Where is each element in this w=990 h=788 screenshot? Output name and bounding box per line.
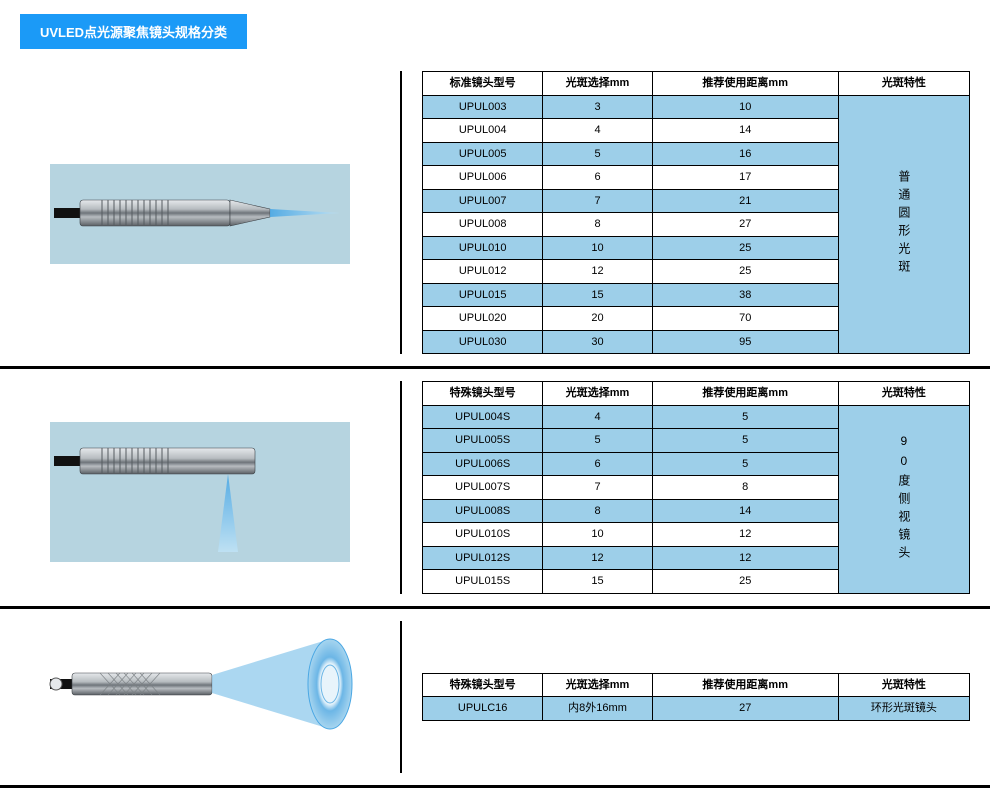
table-cell: UPUL030 [423,330,543,354]
col-header: 光斑选择mm [543,382,652,406]
table-cell: UPUL008 [423,213,543,237]
table-cell: UPUL020 [423,307,543,331]
table-cell: UPUL012S [423,546,543,570]
table-cell: 12 [543,260,652,284]
table-cell: 8 [543,213,652,237]
merged-characteristic: 普通圆形光斑 [838,95,969,354]
col-header: 光斑选择mm [543,72,652,96]
table-cell: UPULC16 [423,697,543,721]
table-row: UPUL004S4590度侧视镜头 [423,405,970,429]
table-cell: UPUL008S [423,499,543,523]
section-90deg-lens: 特殊镜头型号 光斑选择mm 推荐使用距离mm 光斑特性 UPUL004S4590… [0,369,990,609]
col-header: 光斑特性 [838,673,969,697]
merged-characteristic: 90度侧视镜头 [838,405,969,593]
table-cell: 27 [652,697,838,721]
table-cell: UPUL005S [423,429,543,453]
table-cell: 14 [652,119,838,143]
table-cell: 25 [652,570,838,594]
col-header: 光斑选择mm [543,673,652,697]
table-cell: 21 [652,189,838,213]
table-row: UPUL003310普通圆形光斑 [423,95,970,119]
table-cell: 10 [652,95,838,119]
table-cell: 5 [652,452,838,476]
col-header: 推荐使用距离mm [652,673,838,697]
table-cell: 7 [543,476,652,500]
col-header: 光斑特性 [838,382,969,406]
diagram-forward-cone [0,67,400,358]
table-cell: UPUL003 [423,95,543,119]
table-cell: 17 [652,166,838,190]
table-cell: UPUL007S [423,476,543,500]
table-cell: 4 [543,119,652,143]
table-cell: 16 [652,142,838,166]
table-90deg-lens: 特殊镜头型号 光斑选择mm 推荐使用距离mm 光斑特性 UPUL004S4590… [422,381,970,594]
table-cell: 8 [652,476,838,500]
table-cell: 70 [652,307,838,331]
table-cell: UPUL006 [423,166,543,190]
table-ring-lens: 特殊镜头型号 光斑选择mm 推荐使用距离mm 光斑特性 UPULC16内8外16… [422,673,970,721]
table-row: UPULC16内8外16mm27环形光斑镜头 [423,697,970,721]
table-cell: 5 [652,429,838,453]
table-cell: 15 [543,570,652,594]
table-cell: 14 [652,499,838,523]
table-cell: 7 [543,189,652,213]
table-cell: 5 [652,405,838,429]
col-header: 标准镜头型号 [423,72,543,96]
col-header: 光斑特性 [838,72,969,96]
table-cell: 环形光斑镜头 [838,697,969,721]
table-cell: 27 [652,213,838,237]
table-cell: UPUL010 [423,236,543,260]
table-cell: 95 [652,330,838,354]
table-cell: 15 [543,283,652,307]
table-cell: UPUL012 [423,260,543,284]
table-cell: UPUL015S [423,570,543,594]
col-header: 推荐使用距离mm [652,72,838,96]
table-cell: UPUL004S [423,405,543,429]
col-header: 推荐使用距离mm [652,382,838,406]
table-cell: 3 [543,95,652,119]
table-cell: 5 [543,429,652,453]
table-cell: 4 [543,405,652,429]
section-ring-lens: 特殊镜头型号 光斑选择mm 推荐使用距离mm 光斑特性 UPULC16内8外16… [0,609,990,788]
page-title: UVLED点光源聚焦镜头规格分类 [20,14,247,49]
table-cell: UPUL006S [423,452,543,476]
table-cell: 12 [652,523,838,547]
table-cell: 6 [543,166,652,190]
table-cell: 12 [652,546,838,570]
table-cell: 25 [652,260,838,284]
col-header: 特殊镜头型号 [423,382,543,406]
table-cell: 20 [543,307,652,331]
table-cell: UPUL007 [423,189,543,213]
diagram-90deg-side [0,377,400,598]
table-cell: 内8外16mm [543,697,652,721]
table-cell: 30 [543,330,652,354]
table-cell: 5 [543,142,652,166]
table-cell: UPUL010S [423,523,543,547]
table-cell: 25 [652,236,838,260]
table-cell: 8 [543,499,652,523]
table-cell: UPUL015 [423,283,543,307]
table-cell: 12 [543,546,652,570]
table-cell: 6 [543,452,652,476]
table-standard-lens: 标准镜头型号 光斑选择mm 推荐使用距离mm 光斑特性 UPUL003310普通… [422,71,970,354]
table-cell: UPUL005 [423,142,543,166]
table-cell: 38 [652,283,838,307]
table-cell: 10 [543,236,652,260]
table-cell: UPUL004 [423,119,543,143]
col-header: 特殊镜头型号 [423,673,543,697]
section-standard-lens: 标准镜头型号 光斑选择mm 推荐使用距离mm 光斑特性 UPUL003310普通… [0,59,990,369]
table-cell: 10 [543,523,652,547]
